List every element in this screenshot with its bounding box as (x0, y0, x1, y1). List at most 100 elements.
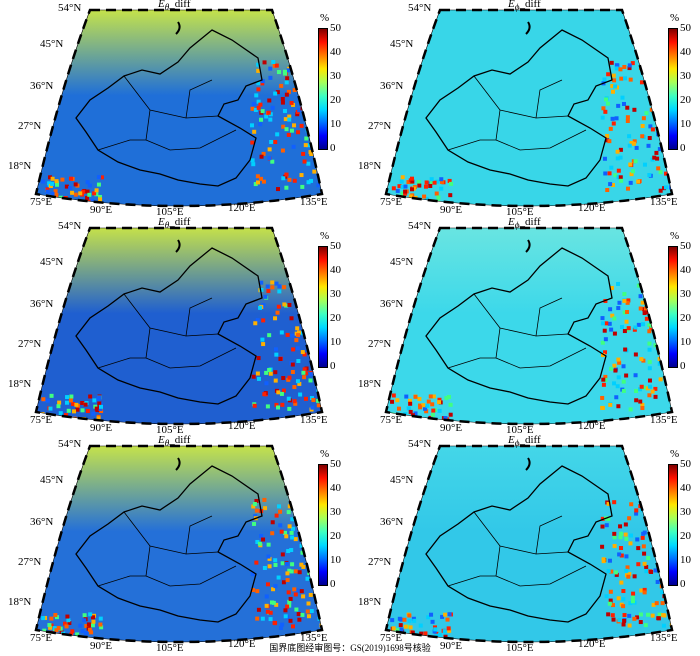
latitude-label: 36°N (380, 516, 404, 528)
colorbar-tick: 10 (680, 336, 691, 348)
colorbar-tick: 30 (330, 70, 341, 82)
title-suffix: _diff (519, 0, 541, 10)
colorbar-tick: 40 (680, 46, 691, 58)
longitude-label: 120°E (578, 638, 606, 650)
colorbar (318, 464, 328, 586)
latitude-label: 54°N (58, 438, 82, 450)
colorbar-tick: 50 (330, 240, 341, 252)
colorbar-tick: 10 (330, 118, 341, 130)
map-panel-4: Eϕ_diff 54°N 45°N 36°N 27°N 18°N 75°E 90°E 105°E… (350, 216, 700, 436)
longitude-label: 135°E (300, 196, 328, 208)
longitude-label: 105°E (156, 206, 184, 218)
colorbar-unit: % (670, 448, 680, 460)
title-subscript: θ (164, 2, 170, 13)
latitude-label: 18°N (8, 378, 32, 390)
latitude-label: 45°N (40, 474, 64, 486)
map-plot (34, 8, 324, 208)
title-symbol: E (158, 0, 165, 10)
colorbar-tick: 20 (680, 94, 691, 106)
title-subscript: θ (164, 220, 170, 231)
title-symbol: E (158, 434, 165, 446)
colorbar-tick: 20 (680, 530, 691, 542)
colorbar-tick: 0 (330, 578, 336, 590)
footer-note: 国界底图经审图号：GS(2019)1698号核验 (269, 643, 431, 653)
longitude-label: 90°E (440, 422, 463, 434)
title-symbol: E (508, 216, 515, 228)
latitude-label: 27°N (18, 120, 42, 132)
map-plot (384, 226, 674, 426)
colorbar-tick: 40 (330, 264, 341, 276)
longitude-label: 135°E (300, 414, 328, 426)
title-subscript: ϕ (514, 438, 520, 449)
longitude-label: 135°E (300, 632, 328, 644)
longitude-label: 75°E (30, 414, 53, 426)
colorbar (668, 464, 678, 586)
longitude-label: 75°E (380, 414, 403, 426)
title-subscript: θ (164, 438, 170, 449)
longitude-label: 90°E (90, 422, 113, 434)
colorbar-tick: 0 (680, 360, 686, 372)
map-plot (384, 444, 674, 644)
colorbar-tick: 20 (330, 94, 341, 106)
latitude-label: 18°N (358, 160, 382, 172)
title-suffix: _diff (519, 434, 541, 446)
colorbar-tick: 0 (680, 578, 686, 590)
latitude-label: 36°N (30, 298, 54, 310)
colorbar-tick: 50 (330, 458, 341, 470)
panel-title: Eϕ_diff (508, 216, 541, 230)
colorbar-tick: 0 (680, 142, 686, 154)
colorbar (668, 246, 678, 368)
latitude-label: 45°N (40, 38, 64, 50)
colorbar (668, 28, 678, 150)
latitude-label: 54°N (58, 2, 82, 14)
latitude-label: 18°N (8, 160, 32, 172)
map-panel-5: Eθ_diff 54°N 45°N 36°N 27°N 18°N 75°E 90°E 105°E… (0, 434, 350, 654)
latitude-label: 18°N (8, 596, 32, 608)
latitude-label: 36°N (30, 80, 54, 92)
latitude-label: 27°N (18, 338, 42, 350)
colorbar-tick: 0 (330, 360, 336, 372)
title-symbol: E (508, 0, 515, 10)
latitude-label: 45°N (40, 256, 64, 268)
map-plot (34, 226, 324, 426)
colorbar-tick: 40 (680, 482, 691, 494)
longitude-label: 120°E (578, 202, 606, 214)
title-subscript: ϕ (514, 2, 520, 13)
colorbar-tick: 30 (330, 288, 341, 300)
colorbar-tick: 40 (330, 46, 341, 58)
latitude-label: 45°N (390, 474, 414, 486)
latitude-label: 27°N (18, 556, 42, 568)
colorbar-tick: 30 (680, 70, 691, 82)
latitude-label: 45°N (390, 38, 414, 50)
longitude-label: 90°E (440, 204, 463, 216)
colorbar-tick: 10 (330, 336, 341, 348)
latitude-label: 45°N (390, 256, 414, 268)
colorbar-unit: % (670, 12, 680, 24)
panel-title: Eθ_diff (158, 434, 190, 448)
latitude-label: 18°N (358, 378, 382, 390)
latitude-label: 36°N (30, 516, 54, 528)
longitude-label: 120°E (228, 638, 256, 650)
colorbar-tick: 30 (680, 288, 691, 300)
latitude-label: 27°N (368, 338, 392, 350)
longitude-label: 105°E (506, 642, 534, 654)
colorbar-tick: 50 (680, 240, 691, 252)
title-suffix: _diff (169, 216, 191, 228)
colorbar-tick: 30 (680, 506, 691, 518)
title-symbol: E (158, 216, 165, 228)
latitude-label: 36°N (380, 298, 404, 310)
longitude-label: 90°E (90, 640, 113, 652)
longitude-label: 90°E (90, 204, 113, 216)
colorbar-tick: 20 (680, 312, 691, 324)
colorbar-tick: 10 (330, 554, 341, 566)
longitude-label: 135°E (650, 196, 678, 208)
longitude-label: 105°E (506, 424, 534, 436)
latitude-label: 54°N (408, 438, 432, 450)
longitude-label: 90°E (440, 640, 463, 652)
colorbar-tick: 50 (330, 22, 341, 34)
colorbar-tick: 20 (330, 530, 341, 542)
colorbar-unit: % (320, 12, 330, 24)
colorbar-tick: 50 (680, 458, 691, 470)
latitude-label: 27°N (368, 556, 392, 568)
